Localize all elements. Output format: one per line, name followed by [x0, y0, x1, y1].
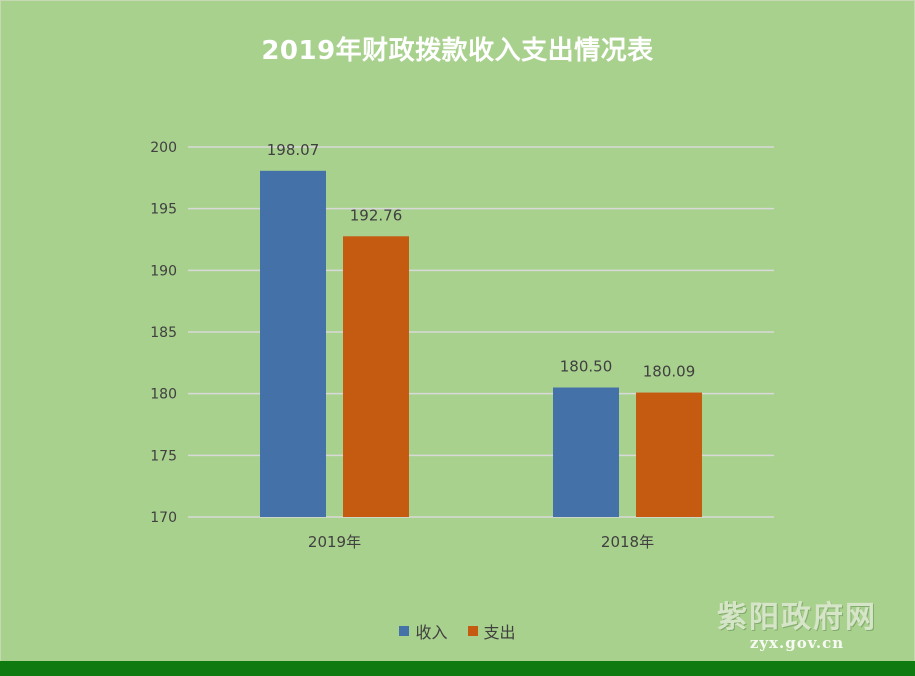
y-tick-label-200: 200 — [150, 140, 177, 156]
legend-item-income: 收入 — [399, 619, 448, 643]
bar-支出-2019年 — [343, 236, 409, 517]
x-tick-label-2019年: 2019年 — [308, 533, 361, 551]
legend: 收入 支出 — [0, 619, 915, 643]
y-tick-label-195: 195 — [150, 202, 177, 218]
bottom-bar — [0, 661, 915, 676]
data-label-收入-2019年: 198.07 — [267, 141, 320, 159]
y-tick-label-180: 180 — [150, 387, 177, 403]
watermark-name: 紫阳政府网 — [717, 600, 877, 635]
data-label-收入-2018年: 180.50 — [560, 358, 613, 376]
y-tick-label-190: 190 — [150, 263, 177, 279]
legend-label-expense: 支出 — [483, 623, 516, 642]
data-label-支出-2019年: 192.76 — [350, 206, 403, 224]
bar-收入-2018年 — [553, 387, 619, 517]
y-tick-label-185: 185 — [150, 325, 177, 341]
legend-swatch-income — [399, 626, 410, 636]
chart-title: 2019年财政拨款收入支出情况表 — [261, 36, 654, 66]
watermark-url: zyx.gov.cn — [749, 634, 845, 652]
chart-area — [0, 0, 915, 662]
legend-swatch-expense — [467, 626, 478, 636]
data-label-支出-2018年: 180.09 — [643, 363, 696, 381]
x-tick-label-2018年: 2018年 — [601, 533, 654, 551]
bar-收入-2019年 — [260, 170, 326, 517]
legend-item-expense: 支出 — [467, 619, 516, 643]
watermark-logo: 紫阳政府网 zyx.gov.cn — [712, 592, 882, 652]
bar-支出-2018年 — [636, 392, 702, 517]
y-tick-label-175: 175 — [150, 448, 177, 464]
y-tick-label-170: 170 — [150, 510, 177, 526]
legend-label-income: 收入 — [415, 623, 448, 642]
